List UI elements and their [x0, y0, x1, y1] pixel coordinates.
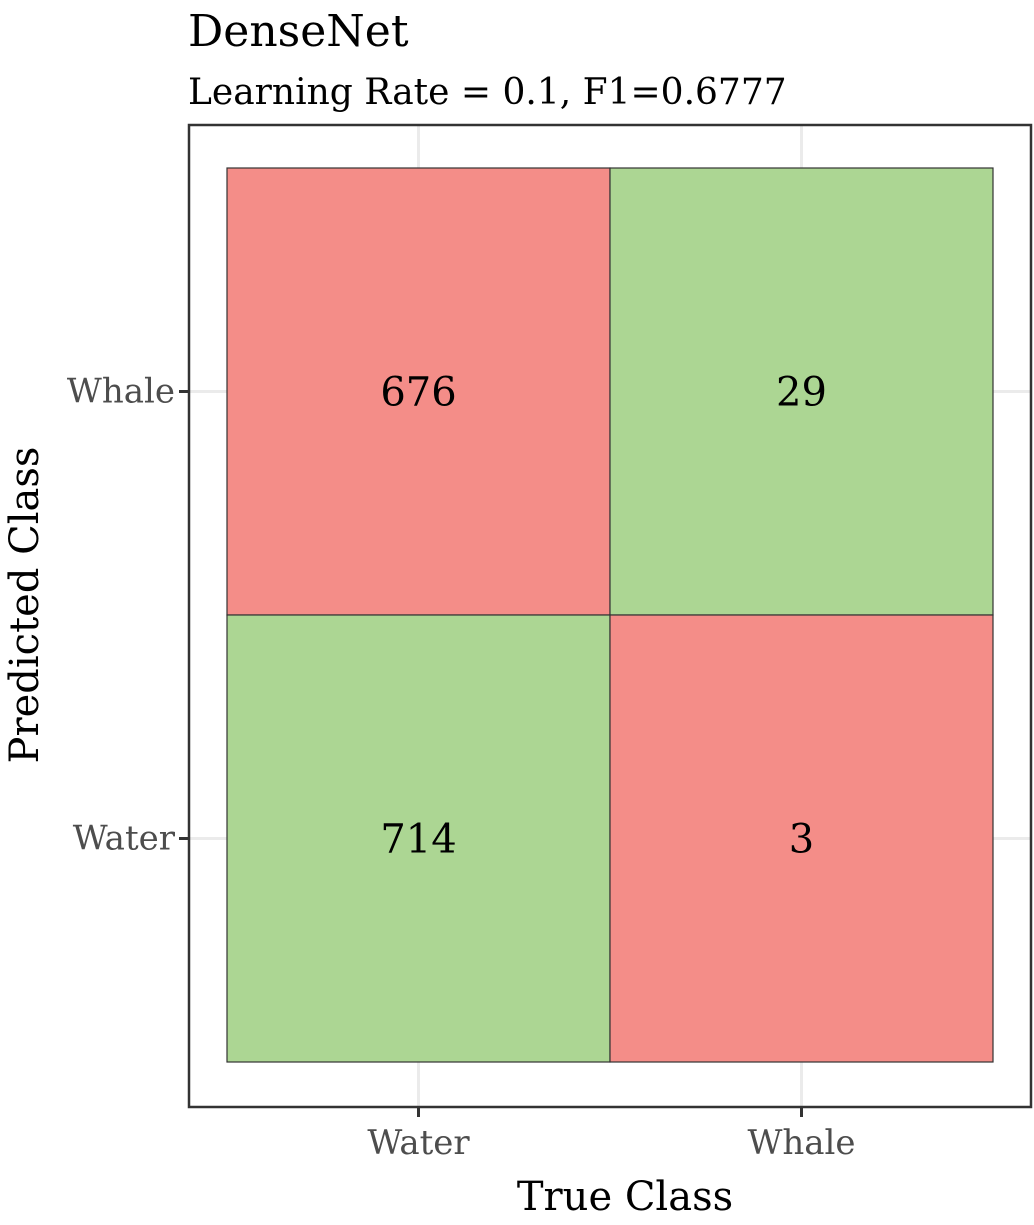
cell-value-label: 714 — [380, 817, 456, 863]
y-tick-label: Whale — [67, 372, 175, 412]
y-axis-ticks: Water Whale — [67, 372, 189, 859]
y-tick-label: Water — [73, 819, 176, 859]
cell-value-label: 3 — [789, 817, 814, 863]
matrix-cell — [609, 614, 994, 1063]
x-axis-title: True Class — [517, 1174, 733, 1220]
cell-value-label: 29 — [776, 370, 827, 416]
matrix-cell — [226, 614, 611, 1063]
matrix-cells — [226, 167, 994, 1063]
panel-border — [187, 123, 1033, 1109]
chart-subtitle: Learning Rate = 0.1, F1=0.6777 — [188, 72, 787, 113]
cell-value-label: 676 — [380, 370, 456, 416]
x-tick-label: Whale — [747, 1123, 855, 1163]
matrix-cell — [609, 167, 994, 616]
y-axis-title: Predicted Class — [2, 447, 48, 764]
x-axis-ticks: Water Whale — [367, 1107, 856, 1163]
x-tick-label: Water — [367, 1123, 470, 1163]
cell-labels: 676 29 714 3 — [380, 370, 827, 863]
chart-title: DenseNet — [188, 6, 409, 57]
